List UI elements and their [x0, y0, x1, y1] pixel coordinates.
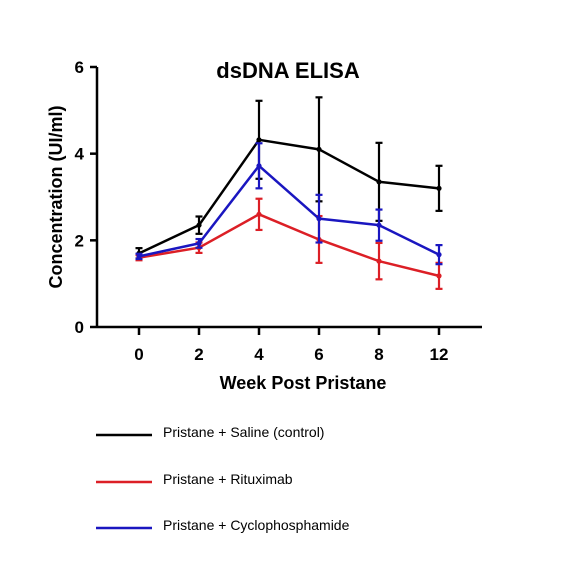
data-point — [256, 137, 262, 143]
data-point — [376, 222, 382, 228]
x-tick-label: 12 — [430, 345, 449, 364]
y-tick-label: 4 — [75, 145, 85, 164]
data-point — [376, 179, 382, 185]
legend-item: Pristane + Cyclophosphamide — [96, 517, 350, 533]
data-point — [256, 211, 262, 217]
y-tick-label: 6 — [75, 58, 84, 77]
y-tick-label: 0 — [75, 318, 84, 337]
data-point — [376, 258, 382, 264]
data-point — [196, 240, 202, 246]
data-point — [436, 252, 442, 258]
series-line — [138, 164, 440, 258]
x-tick-label: 0 — [134, 345, 143, 364]
legend-label: Pristane + Saline (control) — [163, 424, 324, 440]
data-point — [256, 163, 262, 169]
legend: Pristane + Saline (control) Pristane + Ri… — [96, 424, 350, 533]
y-tick-label: 2 — [75, 231, 84, 250]
data-point — [436, 273, 442, 279]
legend-item: Pristane + Rituximab — [96, 471, 293, 487]
chart-title: dsDNA ELISA — [216, 58, 360, 83]
data-point — [196, 222, 202, 228]
data-point — [316, 216, 322, 222]
series-line — [138, 213, 440, 278]
axis-ticks: 0 2 4 6 0 2 4 6 8 12 — [75, 58, 449, 364]
series-2 — [135, 197, 443, 290]
legend-label: Pristane + Cyclophosphamide — [163, 517, 350, 533]
series-3 — [135, 142, 443, 266]
series-line — [138, 138, 440, 255]
x-axis-label: Week Post Pristane — [220, 373, 387, 393]
data-point — [436, 185, 442, 191]
legend-label: Pristane + Rituximab — [163, 471, 293, 487]
x-tick-label: 8 — [374, 345, 383, 364]
x-tick-label: 4 — [254, 345, 264, 364]
series-group — [135, 96, 443, 290]
x-tick-label: 6 — [314, 345, 323, 364]
data-point — [316, 146, 322, 152]
x-tick-label: 2 — [194, 345, 203, 364]
legend-item: Pristane + Saline (control) — [96, 424, 324, 440]
y-axis-label: Concentration (UI/ml) — [46, 105, 66, 288]
data-point — [136, 253, 142, 259]
